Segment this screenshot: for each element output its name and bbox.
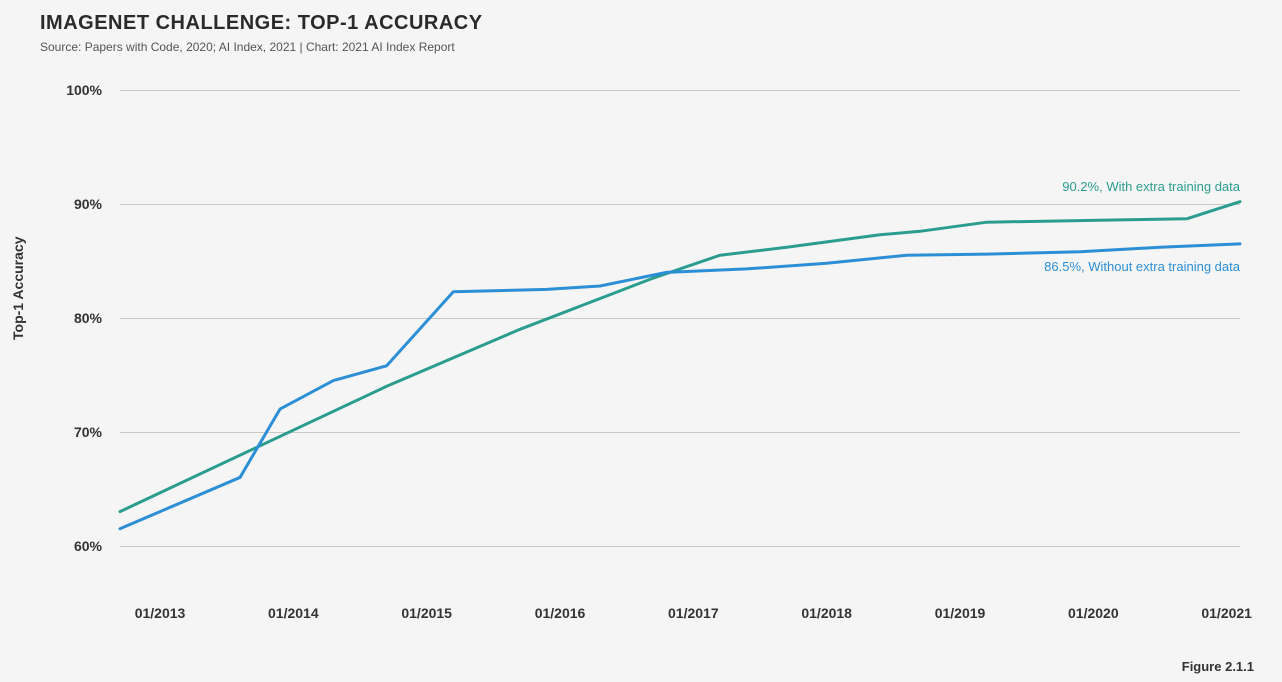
series-label-without-extra-data: 86.5%, Without extra training data — [1044, 259, 1240, 274]
x-tick-label: 01/2020 — [1068, 605, 1119, 621]
x-tick-label: 01/2015 — [401, 605, 452, 621]
y-tick-label: 90% — [74, 196, 102, 212]
x-tick-label: 01/2014 — [268, 605, 319, 621]
x-tick-label: 01/2013 — [135, 605, 186, 621]
y-tick-label: 100% — [66, 82, 102, 98]
x-tick-label: 01/2016 — [535, 605, 586, 621]
series-line-with-extra-data — [120, 202, 1240, 512]
x-tick-label: 01/2019 — [935, 605, 986, 621]
series-label-with-extra-data: 90.2%, With extra training data — [1062, 179, 1240, 194]
chart-plot-area: 60%70%80%90%100%01/201301/201401/201501/… — [120, 90, 1240, 580]
figure-caption: Figure 2.1.1 — [1182, 659, 1254, 674]
chart-svg — [120, 90, 1240, 580]
x-tick-label: 01/2021 — [1201, 605, 1252, 621]
y-tick-label: 70% — [74, 424, 102, 440]
chart-title: IMAGENET CHALLENGE: TOP-1 ACCURACY — [40, 12, 483, 35]
chart-subtitle: Source: Papers with Code, 2020; AI Index… — [40, 40, 455, 54]
x-tick-label: 01/2018 — [801, 605, 852, 621]
series-line-without-extra-data — [120, 244, 1240, 529]
x-tick-label: 01/2017 — [668, 605, 719, 621]
y-axis-label: Top-1 Accuracy — [10, 237, 26, 340]
y-tick-label: 60% — [74, 538, 102, 554]
y-tick-label: 80% — [74, 310, 102, 326]
